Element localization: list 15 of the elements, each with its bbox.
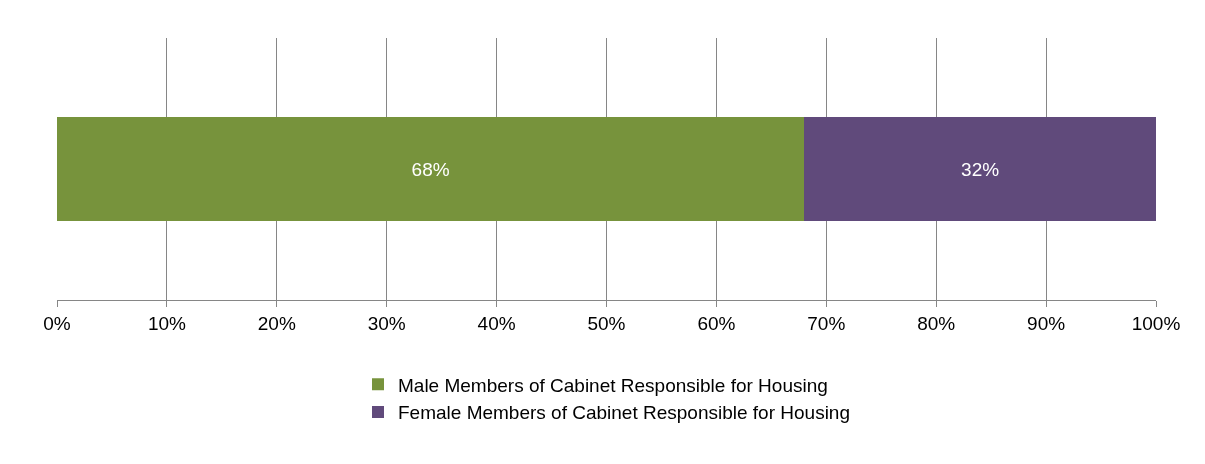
x-tick-label: 10% xyxy=(147,312,187,334)
x-tick-label: 60% xyxy=(697,312,736,334)
x-tick-label: 40% xyxy=(477,312,516,334)
x-tick-label: 100% xyxy=(1131,312,1181,334)
legend-label: Female Members of Cabinet Responsible for Housing xyxy=(398,402,850,424)
x-tick-label: 70% xyxy=(807,312,846,334)
x-tick-label: 30% xyxy=(367,312,406,334)
data-label: 32% xyxy=(961,158,1000,180)
x-tick-label: 80% xyxy=(917,312,956,334)
data-label: 68% xyxy=(411,158,450,180)
x-tick-label: 20% xyxy=(257,312,296,334)
x-tick-label: 50% xyxy=(587,312,626,334)
x-tick-label: 0% xyxy=(43,312,71,334)
x-tick-label: 90% xyxy=(1027,312,1066,334)
legend-label: Male Members of Cabinet Responsible for Housing xyxy=(398,374,828,396)
